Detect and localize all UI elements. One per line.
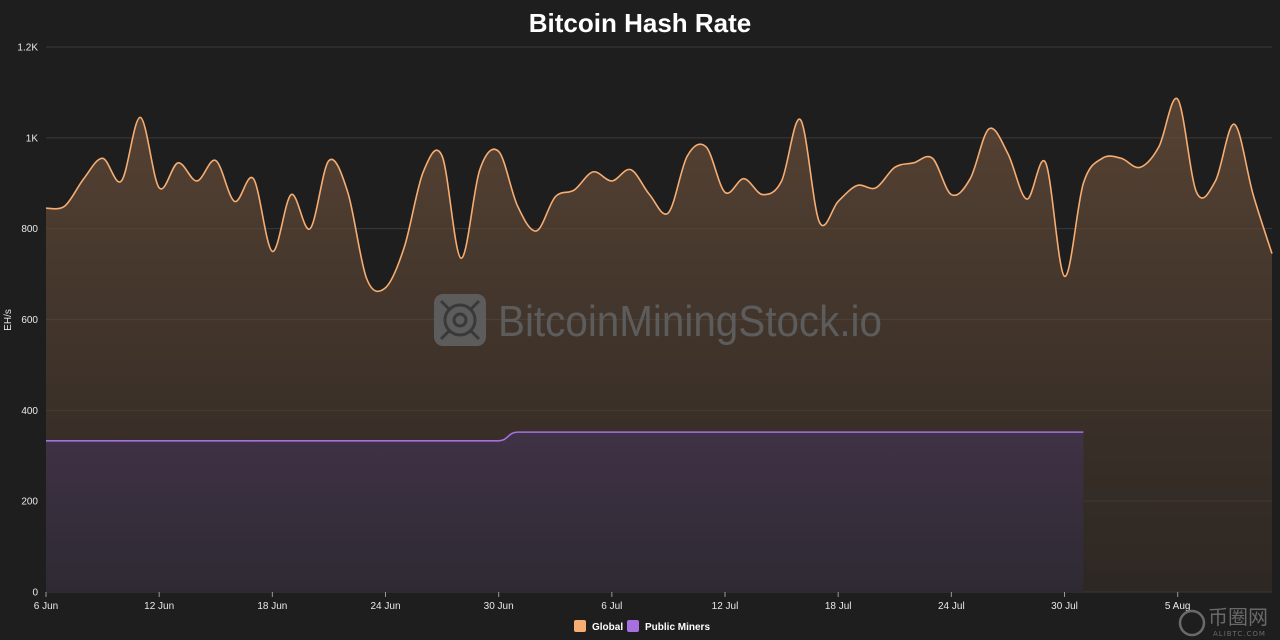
x-tick-label: 12 Jun [144,601,174,612]
x-tick-label: 18 Jul [825,601,852,612]
series-area-public-miners [46,432,1084,592]
x-tick-label: 24 Jun [370,601,400,612]
x-tick-label: 18 Jun [257,601,287,612]
legend-swatch-public-miners [627,620,639,632]
legend: Global Public Miners [574,620,710,633]
x-tick-label: 12 Jul [712,601,739,612]
legend-label-global: Global [592,622,623,633]
corner-watermark: 币圈网 ALIBTC.COM [1178,605,1268,638]
series-line-public-miners [46,431,1084,442]
legend-item-public-miners[interactable]: Public Miners [627,620,710,633]
chart-title: Bitcoin Hash Rate [529,8,752,38]
y-tick-label: 200 [21,497,38,508]
x-tick-label: 6 Jun [34,601,58,612]
legend-swatch-global [574,620,586,632]
series-lines [45,97,1273,442]
x-tick-label: 6 Jul [601,601,622,612]
y-tick-label: 0 [32,588,38,599]
x-tick-label: 30 Jul [1051,601,1078,612]
y-tick-label: 400 [21,406,38,417]
legend-label-public-miners: Public Miners [645,622,710,633]
corner-logo-icon [1178,609,1206,637]
x-tick-label: 5 Aug [1165,601,1191,612]
x-axis-ticks: 6 Jun 12 Jun 18 Jun 24 Jun 30 Jun 6 Jul 12 Jul… [34,592,1191,612]
x-tick-label: 24 Jul [938,601,965,612]
watermark: BitcoinMiningStock.io [434,294,882,346]
y-axis-ticks: 0 200 400 600 800 1K 1.2K [17,43,38,599]
watermark-logo-icon [434,294,486,346]
y-tick-label: 1K [26,133,39,144]
x-tick-label: 30 Jun [484,601,514,612]
corner-logo-text: 币圈网 [1208,605,1268,629]
series-line-global [45,97,1273,293]
y-tick-label: 1.2K [17,43,38,54]
y-axis-label: EH/s [3,309,14,331]
y-tick-label: 600 [21,315,38,326]
corner-logo-subtext: ALIBTC.COM [1213,630,1266,638]
watermark-text: BitcoinMiningStock.io [498,297,882,346]
y-tick-label: 800 [21,224,38,235]
legend-item-global[interactable]: Global [574,620,623,633]
series-areas [46,98,1272,593]
